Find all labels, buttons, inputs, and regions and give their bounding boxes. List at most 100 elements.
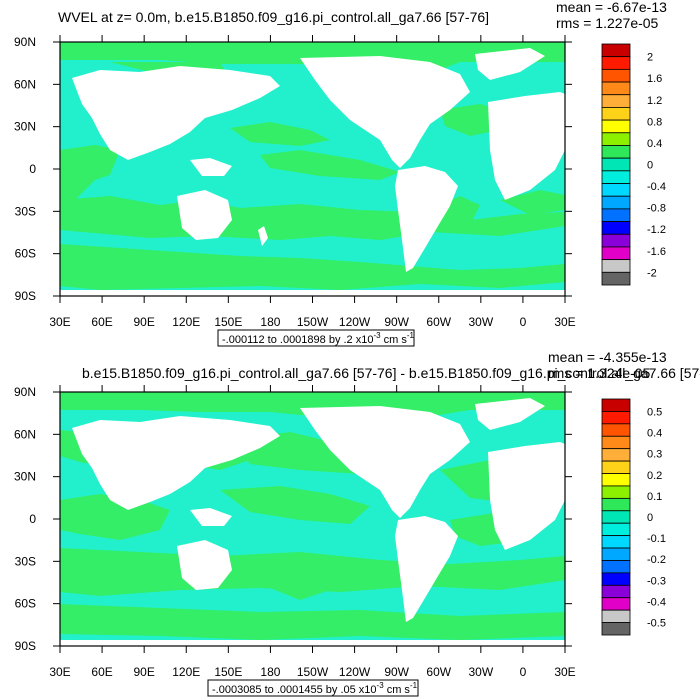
colorbar-label: -1.2 — [647, 224, 666, 236]
y-tick-label: 90N — [14, 35, 36, 49]
colorbar-swatch — [601, 43, 631, 58]
panel-2-title: b.e15.B1850.f09_g16.pi_control.all_ga7.6… — [82, 365, 700, 381]
svg-text:-.000112 to .0001898 by .2 x10: -.000112 to .0001898 by .2 x10-3 cm s-1 — [222, 331, 415, 346]
x-tick-label: 30E — [554, 665, 575, 679]
x-tick-label: 120E — [172, 665, 200, 679]
colorbar-swatch — [601, 233, 631, 248]
y-tick-label: 0 — [29, 162, 36, 176]
x-tick-label: 90E — [133, 665, 154, 679]
panel-1-range-text: -.000112 to .0001898 by .2 x10 — [222, 334, 373, 346]
panel-1-title: WVEL at z= 0.0m, b.e15.B1850.f09_g16.pi_… — [58, 9, 489, 25]
colorbar-swatch — [601, 183, 631, 197]
colorbar-label: 1.6 — [647, 73, 662, 85]
panel-1-map — [53, 35, 572, 303]
colorbar-label: 0.3 — [647, 449, 662, 461]
panel-1-range-label: -.000112 to .0001898 by .2 x10-3 cm s-1 — [217, 329, 415, 347]
x-tick-label: 60E — [91, 315, 112, 329]
colorbar-swatch — [601, 94, 631, 108]
x-tick-label: 0 — [520, 665, 527, 679]
panel-1-x-tick-labels: 30E 60E 90E 120E 150E 180 150W 120W 90W 60W 30W 0 30… — [49, 315, 575, 329]
x-tick-label: 30E — [49, 665, 70, 679]
colorbar-swatch — [601, 246, 631, 261]
panel-2-land — [60, 398, 565, 646]
colorbar-swatch — [601, 221, 631, 235]
y-tick-label: 90S — [15, 639, 36, 653]
panel-1-range-unit: cm s — [381, 334, 408, 346]
colorbar-label: -1.6 — [647, 246, 666, 258]
y-tick-label: 30N — [14, 120, 36, 134]
colorbar-swatch — [601, 157, 631, 172]
x-tick-label: 150W — [297, 315, 329, 329]
colorbar-swatch — [601, 460, 631, 474]
colorbar-label: 0.4 — [647, 428, 662, 440]
panel-2-map — [53, 385, 572, 653]
colorbar-label: -0.3 — [647, 575, 666, 587]
y-tick-label: 30S — [15, 204, 36, 218]
panel-1-rms: rms = 1.227e-05 — [556, 15, 659, 31]
colorbar-swatch — [601, 572, 631, 586]
y-tick-label: 60N — [14, 427, 36, 441]
x-tick-label: 150E — [214, 315, 242, 329]
panel-2-colorbar: 0.5 0.4 0.3 0.2 0.1 0 -0.1 -0.2 -0.3 -0.4 -0.5 — [601, 398, 666, 636]
y-tick-label: 0 — [29, 512, 36, 526]
panel-2-ticks — [53, 385, 572, 653]
panel-1-range-exp: -3 — [373, 331, 381, 340]
colorbar-swatch — [601, 535, 631, 549]
colorbar-label: -2 — [647, 267, 657, 279]
x-tick-label: 90E — [133, 315, 154, 329]
colorbar-swatch — [601, 473, 631, 487]
colorbar-swatch — [601, 435, 631, 450]
panel-2-mean: mean = -4.355e-13 — [548, 349, 667, 365]
colorbar-swatch — [601, 584, 631, 599]
panel-1-mean: mean = -6.67e-13 — [556, 0, 667, 15]
colorbar-label: 0 — [647, 512, 653, 524]
colorbar-label: 0.1 — [647, 491, 662, 503]
colorbar-swatch — [601, 448, 631, 462]
colorbar-swatch — [601, 609, 631, 623]
colorbar-swatch — [601, 485, 631, 499]
colorbar-label: -0.2 — [647, 554, 666, 566]
x-tick-label: 60W — [426, 665, 451, 679]
colorbar-swatch — [601, 81, 631, 96]
x-tick-label: 180 — [260, 665, 280, 679]
x-tick-label: 90W — [384, 665, 409, 679]
colorbar-label: 1.2 — [647, 95, 662, 107]
colorbar-swatch — [601, 597, 631, 611]
colorbar-label: -0.5 — [647, 618, 666, 630]
panel-1-range-unit-exp: -1 — [407, 331, 415, 340]
y-tick-label: 90N — [14, 385, 36, 399]
y-tick-label: 60N — [14, 77, 36, 91]
colorbar-swatch — [601, 195, 631, 210]
x-tick-label: 30E — [554, 315, 575, 329]
colorbar-swatch — [601, 398, 631, 412]
y-tick-label: 30N — [14, 470, 36, 484]
x-tick-label: 120W — [339, 665, 371, 679]
y-tick-label: 30S — [15, 554, 36, 568]
colorbar-swatch — [601, 56, 631, 70]
x-tick-label: 30W — [468, 315, 493, 329]
colorbar-label: -0.8 — [647, 203, 666, 215]
colorbar-label: -0.4 — [647, 596, 666, 608]
colorbar-swatch — [601, 132, 631, 146]
panel-1-y-tick-labels: 90N 60N 30N 0 30S 60S 90S — [14, 35, 36, 303]
x-tick-label: 150E — [214, 665, 242, 679]
colorbar-swatch — [601, 547, 631, 561]
colorbar-swatch — [601, 170, 631, 184]
x-tick-label: 180 — [260, 315, 280, 329]
y-tick-label: 60S — [15, 597, 36, 611]
panel-2-rms: rms = 1.324e-05 — [548, 365, 651, 381]
colorbar-label: 2 — [647, 52, 653, 64]
panel-2-range-label: -.0003085 to .0001455 by .05 x10-3 cm s-… — [207, 679, 419, 697]
y-tick-label: 90S — [15, 289, 36, 303]
panel-1-colorbar: 2 1.6 1.2 0.8 0.4 0 -0.4 -0.8 -1.2 -1.6 -2 — [601, 43, 666, 286]
x-tick-label: 60W — [426, 315, 451, 329]
colorbar-label: 0.8 — [647, 116, 662, 128]
x-tick-label: 30E — [49, 315, 70, 329]
panel-2-range-unit-exp: -1 — [410, 681, 418, 690]
x-tick-label: 60E — [91, 665, 112, 679]
panel-2-range-exp: -3 — [377, 681, 385, 690]
x-tick-label: 150W — [297, 665, 329, 679]
colorbar-label: -0.1 — [647, 533, 666, 545]
colorbar-swatch — [601, 423, 631, 437]
